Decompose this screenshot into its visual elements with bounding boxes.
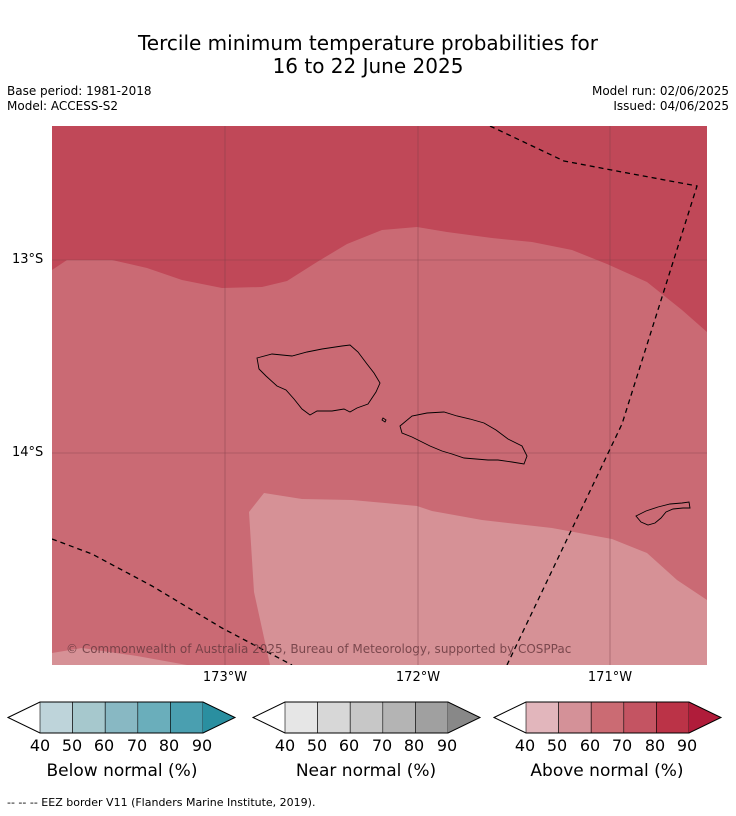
colorbar-outline: [492, 701, 723, 734]
lon-label-173w: 173°W: [202, 670, 248, 685]
colorbar-extend-low: [8, 702, 40, 733]
colorbar-extend-low: [253, 702, 285, 733]
tick-label: 50: [61, 736, 83, 755]
colorbar-outline: [6, 701, 237, 734]
colorbar-segment: [382, 701, 416, 734]
colorbar-segment: [104, 701, 139, 734]
tick-label: 60: [338, 736, 360, 755]
colorbar-above-normal: [492, 700, 724, 734]
colorbar-segment: [590, 701, 625, 734]
base-period-label: Base period: 1981-2018: [7, 84, 152, 98]
colorbar-segment: [72, 701, 106, 734]
colorbar-outline: [251, 701, 482, 734]
lat-label-13s: 13°S: [12, 252, 44, 267]
tick-label: 80: [403, 736, 425, 755]
colorbar-segment: [284, 701, 318, 734]
band-above-50-60: [249, 493, 707, 665]
tick-label: 70: [611, 736, 633, 755]
tick-label: 50: [546, 736, 568, 755]
probability-map[interactable]: © Commonwealth of Australia 2025, Bureau…: [52, 126, 707, 665]
tick-label: 80: [158, 736, 180, 755]
colorbar-segment: [415, 701, 449, 734]
chart-title-line-1: Tercile minimum temperature probabilitie…: [137, 31, 599, 55]
eez-legend-note: -- -- -- EEZ border V11 (Flanders Marine…: [7, 796, 316, 809]
tick-label: 40: [514, 736, 536, 755]
tick-label: 80: [644, 736, 666, 755]
colorbar-title-near: Near normal (%): [295, 761, 437, 781]
eez-border: [52, 126, 698, 665]
tutuila-island: [635, 501, 691, 526]
upolu-island: [399, 411, 528, 465]
colorbar-segment: [137, 701, 171, 734]
band-above-50-60-corner: [52, 648, 187, 665]
gridlines: [52, 126, 707, 665]
copyright-notice: © Commonwealth of Australia 2025, Bureau…: [66, 642, 571, 656]
meta-left: Base period: 1981-2018 Model: ACCESS-S2: [7, 84, 152, 114]
islands: [256, 344, 691, 526]
colorbar-near-normal: [251, 700, 483, 734]
savaii-island: [256, 344, 381, 416]
lon-label-171w: 171°W: [587, 670, 633, 685]
manono-islet: [381, 417, 387, 423]
colorbar-extend-low: [494, 702, 526, 733]
tick-label: 90: [676, 736, 698, 755]
tick-label: 90: [191, 736, 213, 755]
lon-label-172w: 172°W: [395, 670, 441, 685]
tick-label: 50: [306, 736, 328, 755]
colorbar-above-svg: [492, 701, 723, 734]
colorbar-near-svg: [251, 701, 482, 734]
colorbar-segment: [558, 701, 592, 734]
colorbar-extend-high: [689, 702, 721, 733]
colorbar-segment: [170, 701, 204, 734]
colorbar-segment: [525, 701, 559, 734]
tick-label: 70: [126, 736, 148, 755]
colorbar-extend-high: [448, 702, 480, 733]
colorbar-segment: [623, 701, 657, 734]
colorbar-segment: [349, 701, 384, 734]
model-run-label: Model run: 02/06/2025: [591, 84, 729, 98]
colorbar-segment: [39, 701, 73, 734]
colorbar-segment: [656, 701, 690, 734]
chart-title-line-2: 16 to 22 June 2025: [272, 54, 464, 78]
tick-label: 70: [371, 736, 393, 755]
colorbar-title-above: Above normal (%): [530, 761, 684, 781]
tick-label: 60: [93, 736, 115, 755]
lat-label-14s: 14°S: [12, 445, 44, 460]
tick-label: 90: [436, 736, 458, 755]
colorbar-below-svg: [6, 701, 237, 734]
tick-label: 40: [274, 736, 296, 755]
colorbar-extend-high: [203, 702, 235, 733]
colorbar-segment: [317, 701, 351, 734]
colorbar-title-below: Below normal (%): [46, 761, 198, 781]
tick-label: 40: [29, 736, 51, 755]
model-label: Model: ACCESS-S2: [7, 99, 119, 113]
meta-right: Model run: 02/06/2025 Issued: 04/06/2025: [592, 84, 729, 114]
tick-label: 60: [579, 736, 601, 755]
colorbar-below-normal: [6, 700, 238, 734]
issued-label: Issued: 04/06/2025: [613, 99, 729, 113]
